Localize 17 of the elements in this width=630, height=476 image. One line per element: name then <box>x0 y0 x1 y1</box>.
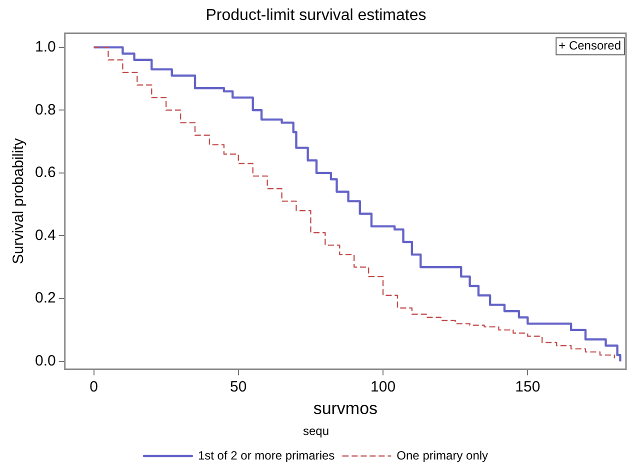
y-tick-label: 0.8 <box>34 101 56 118</box>
chart-title: Product-limit survival estimates <box>206 7 426 24</box>
y-tick-label: 0.4 <box>34 226 56 244</box>
y-tick-label: 1.0 <box>34 38 56 56</box>
y-tick-label: 0.2 <box>34 290 56 307</box>
legend-title: sequ <box>302 424 330 438</box>
y-tick-label: 0.0 <box>34 352 56 370</box>
y-tick-label: 0.6 <box>34 164 56 182</box>
annotation: + Censored <box>558 38 621 53</box>
x-tick-label: 50 <box>230 378 247 396</box>
legend-label: 1st of 2 or more primaries <box>198 448 335 462</box>
y-axis-title: Survival probability <box>10 138 28 264</box>
legend-label: One primary only <box>396 448 488 462</box>
x-axis-title: survmos <box>313 399 378 418</box>
x-tick-label: 0 <box>90 378 98 396</box>
x-tick-label: 150 <box>515 378 540 396</box>
x-tick-label: 100 <box>370 378 396 396</box>
